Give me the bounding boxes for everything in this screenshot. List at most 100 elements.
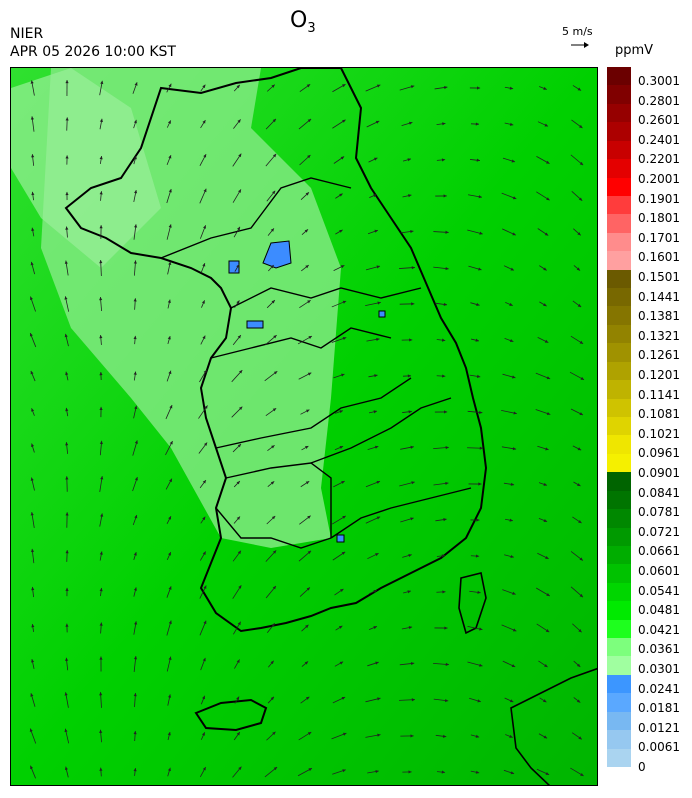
wind-arrowhead	[100, 513, 104, 517]
wind-arrowhead	[99, 656, 103, 660]
wind-arrowhead	[445, 662, 449, 666]
wind-arrowhead	[374, 374, 378, 378]
wind-arrowhead	[509, 86, 514, 90]
wind-arrowhead	[305, 192, 309, 196]
wind-arrowhead	[133, 768, 137, 772]
wind-arrowhead	[407, 374, 412, 378]
province-boundary	[310, 397, 452, 464]
wind-arrowhead	[509, 122, 514, 126]
wind-arrowhead	[441, 338, 446, 342]
wind-arrowhead	[577, 303, 582, 308]
wind-arrowhead	[579, 593, 583, 598]
wind-arrowhead	[203, 370, 207, 374]
wind-arrowhead	[475, 338, 479, 342]
wind-arrowhead	[375, 120, 380, 124]
wind-arrowhead	[445, 481, 449, 485]
wind-arrowhead	[271, 445, 275, 449]
wind-arrowhead	[99, 551, 103, 555]
wind-arrowhead	[271, 516, 276, 520]
wind-arrowhead	[479, 446, 483, 450]
wind-arrowhead	[236, 300, 240, 304]
wind-arrowhead	[409, 338, 413, 342]
wind-arrowhead	[30, 370, 34, 375]
wind-arrowhead	[578, 197, 583, 201]
wind-arrowhead	[476, 158, 480, 162]
wind-arrowhead	[342, 732, 347, 736]
wind-arrowhead	[307, 155, 311, 159]
wind-arrowhead	[236, 84, 240, 89]
wind-arrowhead	[476, 374, 481, 378]
wind-arrowhead	[31, 191, 35, 196]
colorbar-cell	[607, 380, 631, 400]
wind-arrowhead	[341, 551, 346, 555]
wind-arrowhead	[305, 696, 310, 700]
colorbar-tick-label: 0.2601	[638, 113, 680, 128]
colorbar-tick-label: 0.0541	[638, 583, 680, 598]
wind-arrowhead	[270, 660, 274, 665]
wind-arrowhead	[373, 590, 377, 593]
colorbar-cell	[607, 582, 631, 602]
colorbar-tick-label: 0.0421	[638, 622, 680, 637]
colorbar-cell	[607, 417, 631, 436]
wind-arrowhead	[512, 232, 516, 236]
colorbar	[607, 67, 631, 768]
wind-arrowhead	[202, 695, 206, 700]
wind-arrowhead	[30, 765, 34, 770]
wind-arrowhead	[202, 551, 206, 555]
wind-arrowhead	[99, 729, 103, 733]
jeju-island	[194, 698, 268, 732]
wind-arrowhead	[168, 656, 172, 660]
colorbar-cell	[607, 619, 631, 639]
wind-arrowhead	[238, 406, 243, 411]
wind-arrowhead	[272, 550, 277, 554]
wind-arrowhead	[64, 333, 68, 338]
wind-arrowhead	[577, 232, 581, 236]
wind-arrowhead	[168, 620, 172, 624]
wind-arrowhead	[376, 84, 381, 88]
wind-arrowhead	[99, 406, 103, 411]
wind-arrowhead	[65, 80, 69, 84]
wind-arrowhead	[543, 303, 547, 307]
wind-arrowhead	[407, 590, 411, 594]
wind-arrowhead	[237, 550, 241, 555]
colorbar-tick-label: 0.0601	[638, 564, 680, 578]
wind-arrowhead	[445, 446, 449, 450]
wind-arrowhead	[133, 298, 137, 302]
wind-arrowhead	[578, 628, 582, 633]
wind-arrowhead	[307, 118, 312, 123]
wind-arrowhead	[64, 692, 68, 696]
wind-arrowhead	[579, 124, 583, 129]
colorbar-tick-label: 0.3001	[638, 74, 680, 88]
wind-arrowhead	[30, 512, 34, 516]
colorbar-cell	[607, 453, 631, 473]
wind-arrowhead	[509, 518, 513, 522]
wind-arrowhead	[546, 197, 550, 201]
chart-title: O3	[290, 8, 316, 36]
wind-arrowhead	[272, 190, 276, 195]
wind-arrowhead	[579, 412, 583, 416]
wind-arrowhead	[168, 83, 172, 88]
wind-arrowhead	[479, 410, 483, 414]
wind-arrowhead	[375, 553, 379, 557]
colorbar-cell	[607, 159, 631, 178]
wind-arrowhead	[339, 446, 344, 449]
wind-arrowhead	[410, 229, 414, 234]
colorbar-cell	[607, 103, 631, 123]
wind-arrowhead	[65, 226, 69, 230]
wind-arrowhead	[133, 119, 137, 124]
wind-arrowhead	[476, 302, 480, 306]
colorbar-tick-label: 0.1441	[638, 289, 680, 304]
wind-arrowhead	[577, 483, 581, 486]
wind-arrowhead	[512, 628, 517, 632]
wind-arrowhead	[342, 119, 346, 123]
colorbar-tick-label: 0.1381	[638, 309, 680, 324]
wind-arrowhead	[374, 229, 378, 233]
wind-vectors	[29, 80, 585, 779]
wind-arrowhead	[271, 84, 275, 88]
wind-arrowhead	[410, 661, 415, 666]
colorbar-tick-label: 0.1501	[638, 270, 680, 284]
colorbar-tick-label: 0.0721	[638, 524, 680, 539]
wind-arrowhead	[167, 731, 171, 736]
wind-arrowhead	[133, 731, 137, 735]
kyushu-coast	[510, 667, 597, 785]
